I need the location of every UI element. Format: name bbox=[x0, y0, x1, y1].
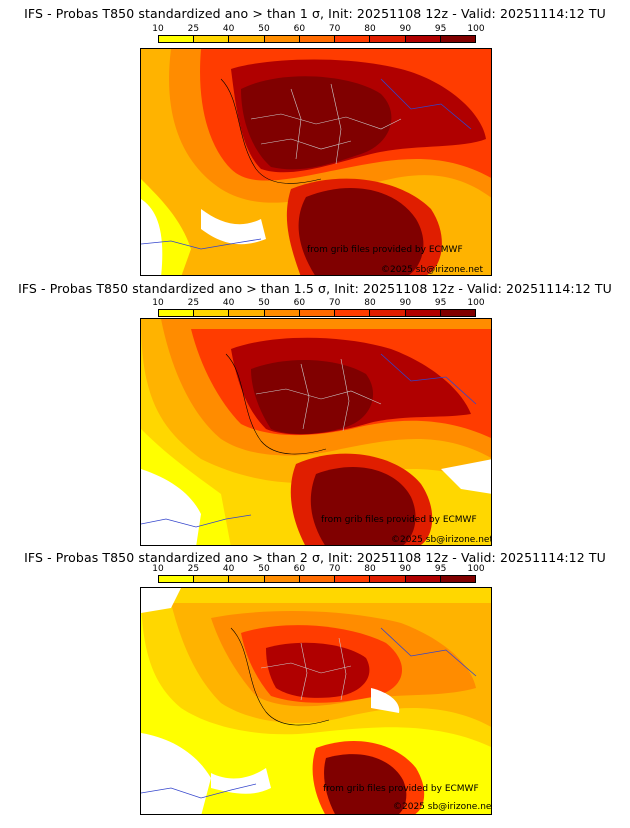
colorbar-tick-label: 60 bbox=[293, 24, 306, 34]
probability-map: from grib files provided by ECMWF ©2025 … bbox=[140, 318, 492, 546]
colorbar-bar bbox=[158, 575, 476, 583]
colorbar-swatch bbox=[440, 310, 475, 316]
copyright-text: ©2025 sb@irizone.net bbox=[381, 265, 483, 275]
colorbar-tick-label: 25 bbox=[187, 24, 200, 34]
colorbar: 10 25 40 50 60 70 80 90 95 100 bbox=[152, 24, 485, 48]
colorbar-swatch bbox=[229, 576, 265, 582]
colorbar-tick-label: 50 bbox=[258, 298, 270, 308]
colorbar-tick-label: 10 bbox=[152, 298, 164, 308]
colorbar-ticks: 10 25 40 50 60 70 80 90 95 100 bbox=[152, 24, 484, 34]
colorbar-swatch bbox=[299, 36, 336, 42]
colorbar-swatch bbox=[405, 36, 441, 42]
colorbar-tick-label: 90 bbox=[399, 24, 412, 34]
colorbar-tick-label: 70 bbox=[328, 298, 341, 308]
colorbar-bar bbox=[158, 309, 476, 317]
colorbar-swatch bbox=[229, 310, 265, 316]
colorbar-swatch bbox=[264, 36, 300, 42]
colorbar-bar bbox=[158, 35, 476, 43]
colorbar-tick-label: 80 bbox=[364, 298, 376, 308]
colorbar-swatch bbox=[405, 310, 441, 316]
colorbar-ticks: 10 25 40 50 60 70 80 90 95 100 bbox=[152, 564, 484, 574]
colorbar-tick-label: 60 bbox=[293, 298, 306, 308]
colorbar-tick-label: 100 bbox=[467, 564, 485, 574]
colorbar: 10 25 40 50 60 70 80 90 95 100 bbox=[152, 298, 485, 322]
colorbar-tick-label: 60 bbox=[293, 564, 306, 574]
colorbar-swatch bbox=[299, 310, 336, 316]
colorbar-tick-label: 40 bbox=[222, 298, 235, 308]
colorbar: 10 25 40 50 60 70 80 90 95 100 bbox=[152, 564, 485, 588]
probability-map: from grib files provided by ECMWF ©2025 … bbox=[140, 48, 492, 276]
colorbar-tick-label: 100 bbox=[467, 24, 485, 34]
colorbar-tick-label: 25 bbox=[187, 298, 200, 308]
colorbar-tick-label: 80 bbox=[364, 564, 376, 574]
colorbar-tick-label: 100 bbox=[467, 298, 485, 308]
colorbar-tick-label: 95 bbox=[434, 564, 447, 574]
colorbar-tick-label: 90 bbox=[399, 298, 412, 308]
probability-map: from grib files provided by ECMWF ©2025 … bbox=[140, 587, 492, 815]
colorbar-tick-label: 40 bbox=[222, 564, 235, 574]
colorbar-tick-label: 95 bbox=[434, 298, 447, 308]
colorbar-swatch bbox=[440, 36, 475, 42]
colorbar-swatch bbox=[159, 576, 195, 582]
colorbar-swatch bbox=[370, 576, 406, 582]
colorbar-swatch bbox=[159, 36, 195, 42]
colorbar-tick-label: 70 bbox=[328, 24, 341, 34]
colorbar-swatch bbox=[370, 310, 406, 316]
colorbar-swatch bbox=[335, 36, 371, 42]
colorbar-swatch bbox=[194, 36, 230, 42]
colorbar-ticks: 10 25 40 50 60 70 80 90 95 100 bbox=[152, 298, 484, 308]
credit-text: from grib files provided by ECMWF bbox=[321, 515, 477, 525]
copyright-text: ©2025 sb@irizone.net bbox=[391, 535, 492, 545]
panel-title: IFS - Probas T850 standardized ano > tha… bbox=[24, 550, 606, 565]
credit-text: from grib files provided by ECMWF bbox=[307, 245, 463, 255]
colorbar-tick-label: 10 bbox=[152, 24, 164, 34]
colorbar-swatch bbox=[194, 576, 230, 582]
colorbar-swatch bbox=[229, 36, 265, 42]
colorbar-swatch bbox=[159, 310, 195, 316]
colorbar-tick-label: 70 bbox=[328, 564, 341, 574]
colorbar-swatch bbox=[405, 576, 441, 582]
panel-title: IFS - Probas T850 standardized ano > tha… bbox=[24, 6, 606, 21]
colorbar-tick-label: 40 bbox=[222, 24, 235, 34]
colorbar-tick-label: 25 bbox=[187, 564, 200, 574]
colorbar-swatch bbox=[264, 310, 300, 316]
colorbar-tick-label: 10 bbox=[152, 564, 164, 574]
colorbar-swatch bbox=[440, 576, 475, 582]
colorbar-tick-label: 95 bbox=[434, 24, 447, 34]
colorbar-tick-label: 90 bbox=[399, 564, 412, 574]
colorbar-swatch bbox=[299, 576, 336, 582]
credit-text: from grib files provided by ECMWF bbox=[323, 784, 479, 794]
colorbar-swatch bbox=[194, 310, 230, 316]
colorbar-tick-label: 50 bbox=[258, 564, 270, 574]
colorbar-tick-label: 80 bbox=[364, 24, 376, 34]
colorbar-swatch bbox=[370, 36, 406, 42]
colorbar-tick-label: 50 bbox=[258, 24, 270, 34]
copyright-text: ©2025 sb@irizone.net bbox=[393, 802, 492, 812]
colorbar-swatch bbox=[335, 576, 371, 582]
colorbar-swatch bbox=[264, 576, 300, 582]
panel-title: IFS - Probas T850 standardized ano > tha… bbox=[18, 281, 612, 296]
colorbar-swatch bbox=[335, 310, 371, 316]
